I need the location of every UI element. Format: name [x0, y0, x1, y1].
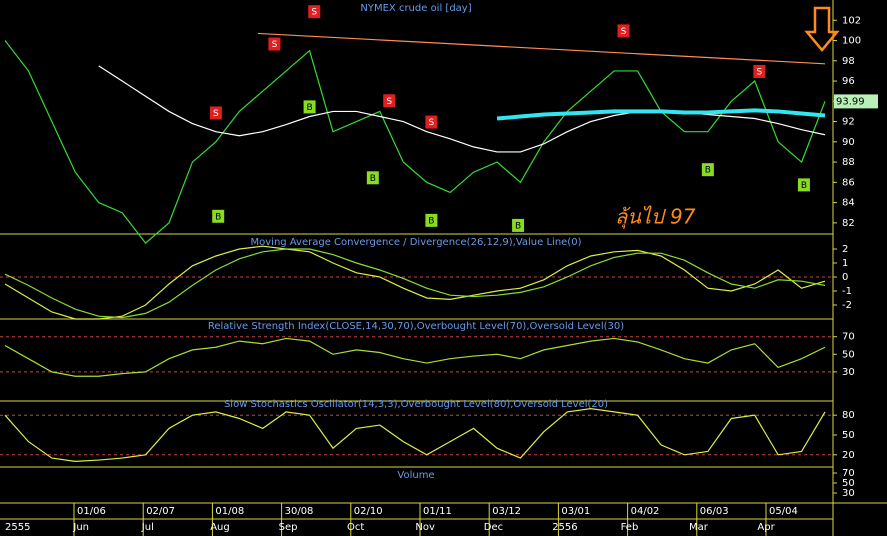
y-tick-label: 0	[842, 272, 848, 283]
y-tick-label: 50	[842, 430, 855, 441]
y-tick-label: 30	[842, 488, 855, 499]
signal-marker	[753, 64, 766, 78]
y-tick-label: 70	[842, 332, 855, 343]
x-tick-label: 04/02	[631, 506, 660, 517]
signal-label: B	[428, 216, 434, 226]
signal-marker	[425, 213, 438, 227]
x-period-label: Oct	[347, 522, 364, 533]
signal-label: S	[213, 109, 219, 119]
y-tick-label: 30	[842, 367, 855, 378]
y-tick-label: 1	[842, 258, 848, 269]
signal-label: S	[386, 97, 392, 107]
annotation: ลุ้นไป 97	[615, 205, 696, 230]
y-tick-label: 82	[842, 218, 855, 229]
x-tick-label: 02/10	[354, 506, 383, 517]
trend-line	[257, 32, 826, 65]
y-tick-label: 90	[842, 137, 855, 148]
y-tick-label: -1	[842, 286, 852, 297]
y-tick-label: 102	[842, 15, 861, 26]
signal-label: S	[311, 8, 317, 18]
last-price-box	[834, 94, 878, 109]
signal-label: B	[370, 174, 376, 184]
y-tick-label: 92	[842, 117, 855, 128]
signal-label: B	[215, 212, 221, 222]
x-period-label: Sep	[279, 522, 298, 533]
panel-title: Volume	[397, 470, 434, 481]
x-tick-label: 05/04	[769, 506, 798, 517]
y-tick-label: 50	[842, 478, 855, 489]
x-tick-label: 03/01	[561, 506, 590, 517]
x-tick-label: 01/06	[77, 506, 106, 517]
signal-marker	[425, 115, 438, 129]
signal-label: S	[757, 67, 763, 77]
x-tick-label: 03/12	[492, 506, 521, 517]
y-tick-label: 96	[842, 76, 855, 87]
x-period-label: Apr	[757, 522, 775, 533]
x-tick-label: 01/08	[215, 506, 244, 517]
x-tick-label: 30/08	[285, 506, 314, 517]
series-line	[496, 108, 826, 121]
x-period-label: 2556	[552, 522, 577, 533]
panel-title: Moving Average Convergence / Divergence(…	[251, 237, 582, 248]
y-tick-label: 2	[842, 244, 848, 255]
signal-marker	[268, 37, 281, 51]
signal-marker	[308, 5, 321, 19]
signal-label: S	[621, 27, 627, 37]
x-tick-label: 02/07	[146, 506, 175, 517]
signal-marker	[366, 171, 379, 185]
y-tick-label: 84	[842, 198, 855, 209]
y-tick-label: 88	[842, 157, 855, 168]
signal-marker	[617, 24, 630, 38]
y-tick-label: 80	[842, 410, 855, 421]
last-price-label: 93.99	[836, 96, 865, 107]
series-line	[4, 337, 826, 377]
y-tick-label: 86	[842, 177, 855, 188]
series-line	[4, 245, 826, 320]
x-period-label: Jun	[72, 522, 89, 533]
signal-label: B	[306, 103, 312, 113]
series-line	[4, 248, 826, 319]
signal-marker	[212, 209, 225, 223]
x-period-label: Feb	[621, 522, 639, 533]
signal-marker	[383, 94, 396, 108]
y-tick-label: 70	[842, 468, 855, 479]
arrow	[804, 6, 840, 52]
panel-title: Slow Stochastics Oscillator(14,3,3),Over…	[224, 399, 608, 410]
x-period-label: Mar	[689, 522, 709, 533]
signal-label: B	[801, 181, 807, 191]
y-tick-label: 20	[842, 450, 855, 461]
signal-marker	[701, 163, 714, 177]
signal-label: B	[705, 166, 711, 176]
x-period-label: Dec	[484, 522, 503, 533]
signal-label: S	[429, 118, 435, 128]
panel-title: NYMEX crude oil [day]	[360, 3, 471, 14]
signal-marker	[512, 218, 525, 232]
y-tick-label: 100	[842, 36, 861, 47]
series-line	[4, 407, 826, 462]
panel-title: Relative Strength Index(CLOSE,14,30,70),…	[208, 321, 624, 332]
signal-marker	[303, 100, 316, 114]
signal-label: B	[515, 221, 521, 231]
y-tick-label: 50	[842, 349, 855, 360]
signal-label: S	[272, 40, 278, 50]
y-tick-label: -2	[842, 300, 852, 311]
x-period-label: Aug	[210, 522, 230, 533]
signal-marker	[209, 106, 222, 120]
series-line	[4, 40, 826, 244]
x-tick-label: 01/11	[423, 506, 452, 517]
signal-marker	[797, 178, 810, 192]
x-period-label: 2555	[5, 522, 30, 533]
x-period-label: Nov	[415, 522, 435, 533]
y-tick-label: 98	[842, 56, 855, 67]
x-tick-label: 06/03	[700, 506, 729, 517]
x-period-label: Jul	[141, 522, 154, 533]
